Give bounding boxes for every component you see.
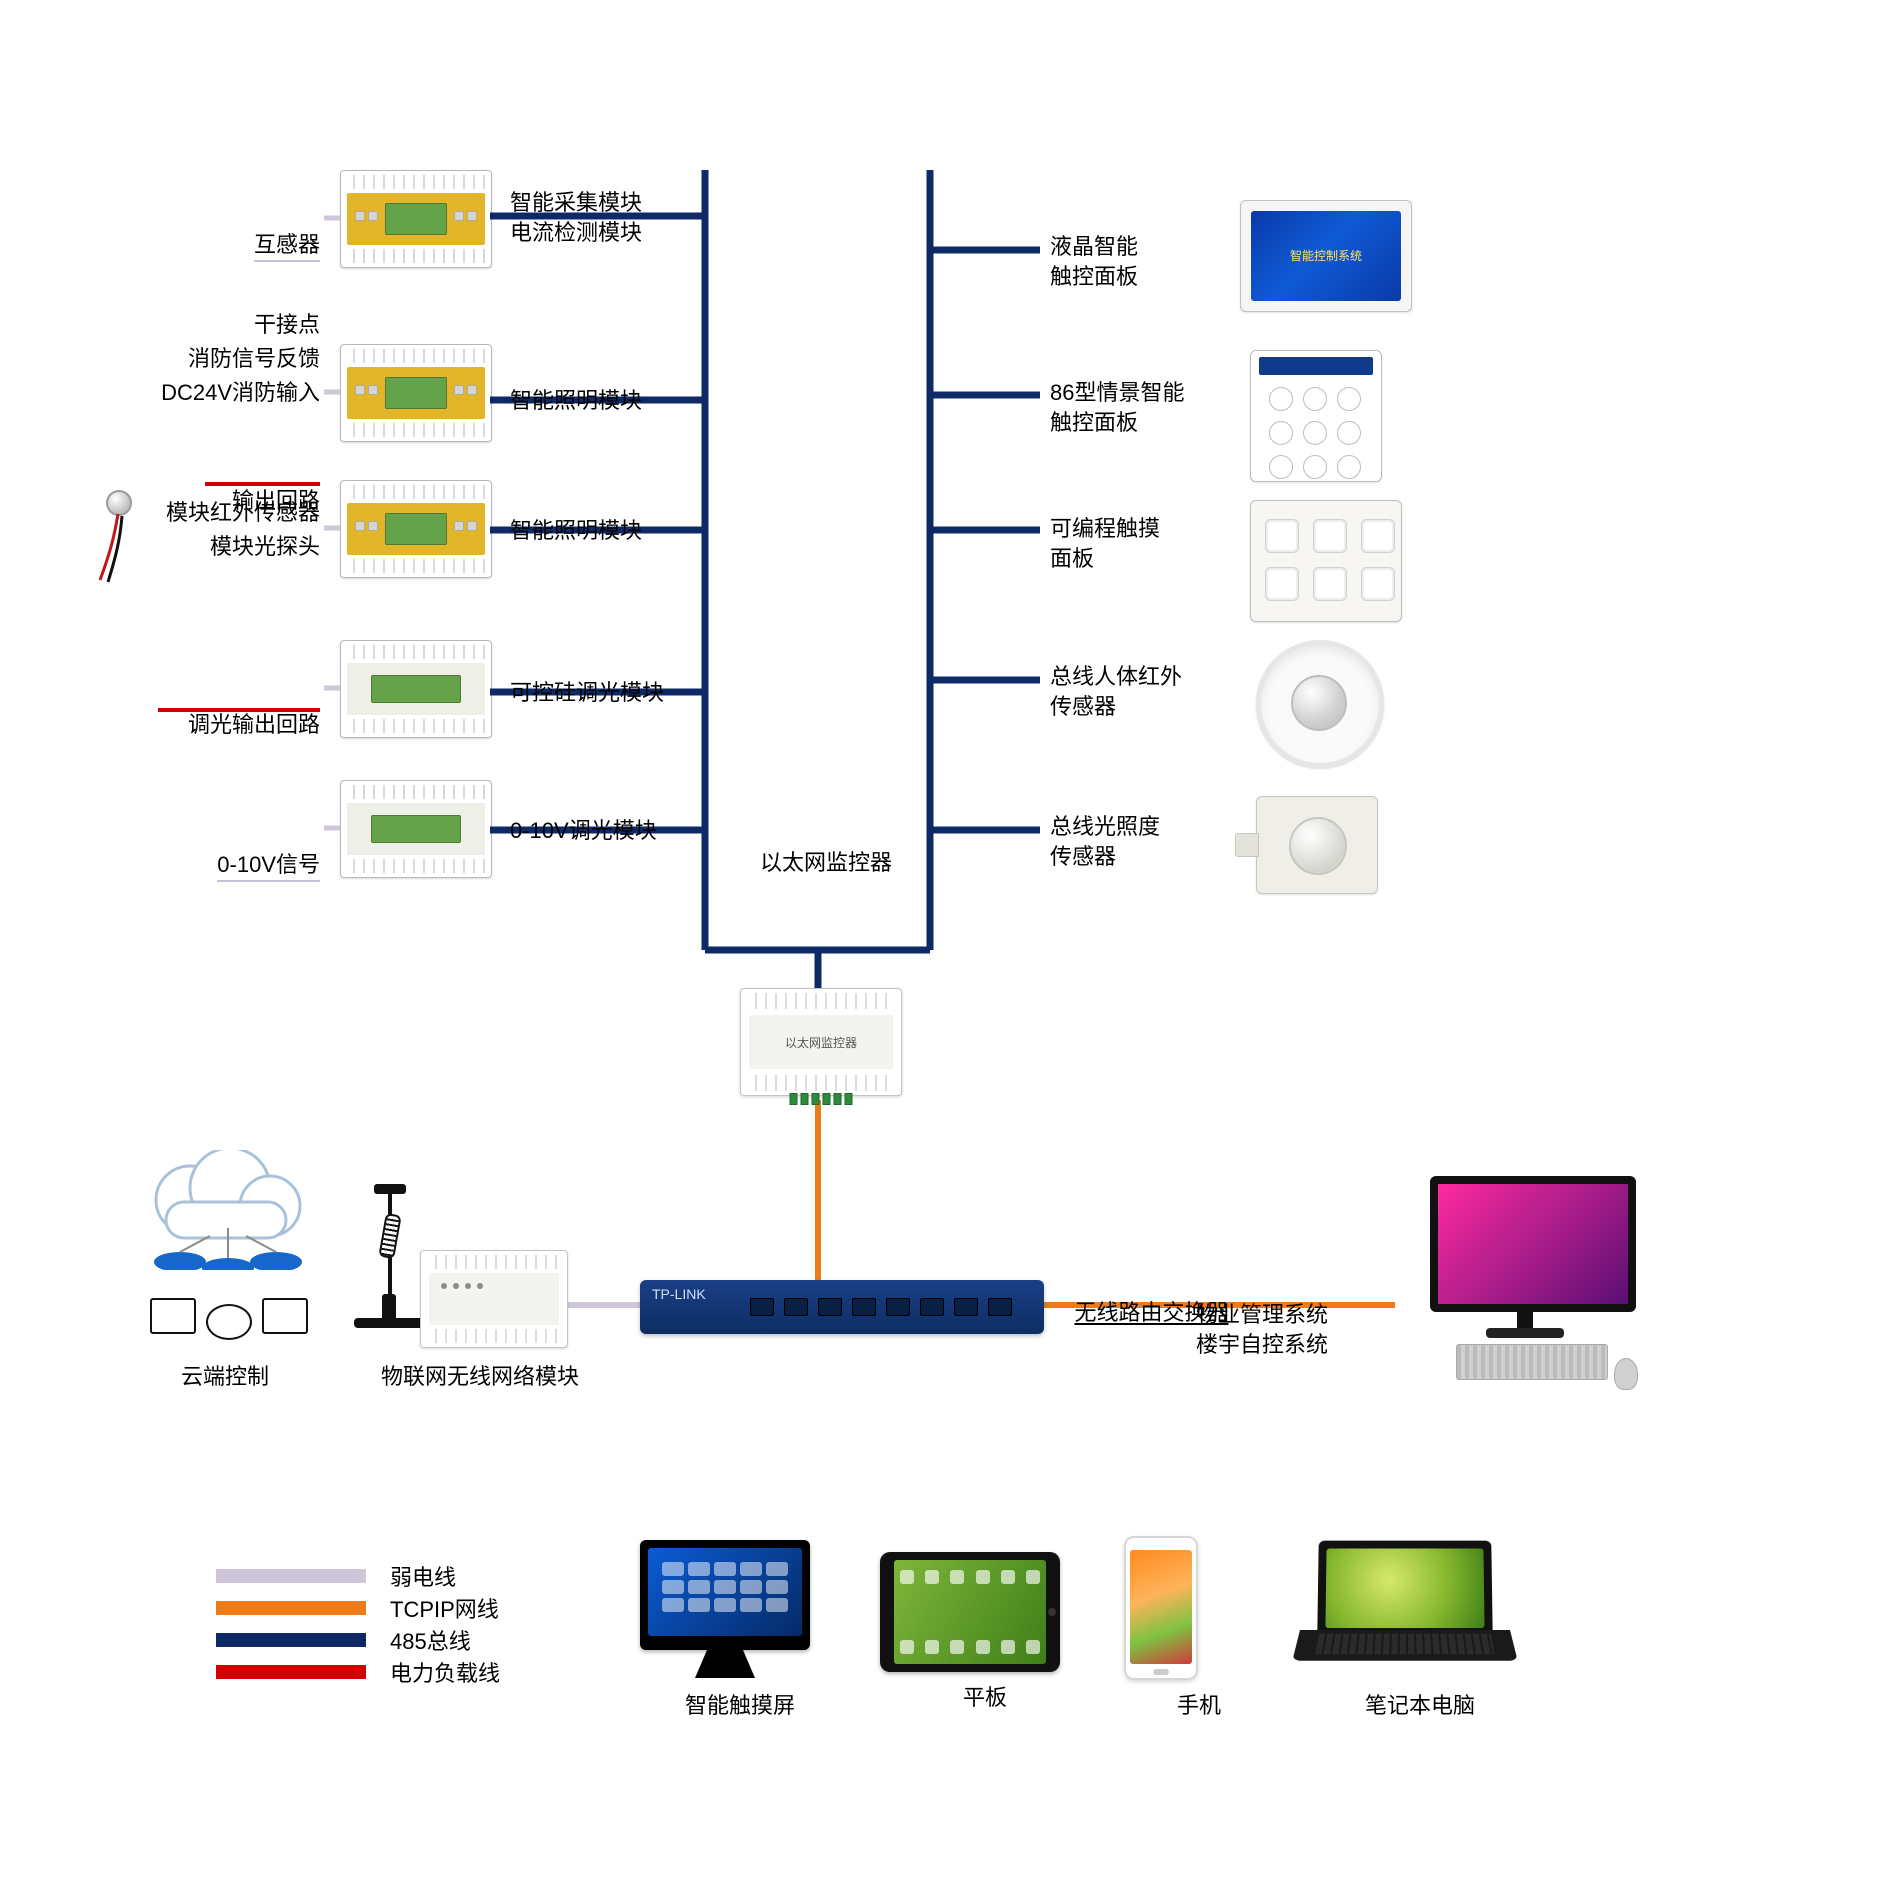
client-touchscreen-label: 智能触摸屏 (640, 1688, 840, 1720)
device-86-panel (1250, 350, 1382, 482)
legend-swatch-power (216, 1665, 366, 1679)
legend-row-tcpip: TCPIP网线 (216, 1592, 500, 1624)
label-以太网监控器: 以太网监控器 (760, 848, 892, 878)
legend-row-485: 485总线 (216, 1624, 500, 1656)
legend-label-power: 电力负载线 (390, 1656, 500, 1688)
legend-row-weak: 弱电线 (216, 1560, 500, 1592)
label-总线光照度: 总线光照度 (1050, 812, 1160, 842)
device-desktop-pc (1400, 1176, 1660, 1386)
device-iot-module (420, 1250, 568, 1348)
label-电流检测模块: 电流检测模块 (510, 218, 642, 248)
legend-swatch-weak (216, 1569, 366, 1583)
label-液晶智能: 液晶智能 (1050, 232, 1138, 262)
label-可编程触摸: 可编程触摸 (1050, 514, 1160, 544)
client-touchscreen: 智能触摸屏 (640, 1540, 840, 1720)
device-lux-sensor (1256, 796, 1378, 894)
device-router: TP-LINK (640, 1280, 1044, 1334)
device-ethernet-controller: 以太网监控器 (740, 988, 902, 1096)
client-laptop-label: 笔记本电脑 (1300, 1688, 1540, 1720)
cloud-control-icon (110, 1150, 340, 1350)
antenna-base-icon (354, 1318, 424, 1328)
label-86型情景智能: 86型情景智能 (1050, 378, 1184, 408)
client-tablet-label: 平板 (880, 1680, 1090, 1712)
legend-swatch-tcpip (216, 1601, 366, 1615)
device-pir-sensor (1256, 640, 1384, 768)
label-触控面板-1: 触控面板 (1050, 262, 1138, 292)
legend-swatch-485 (216, 1633, 366, 1647)
label-触控面板-2: 触控面板 (1050, 408, 1138, 438)
legend-row-power: 电力负载线 (216, 1656, 500, 1688)
label-物业管理系统: 物业管理系统 (1196, 1300, 1328, 1330)
client-laptop: 笔记本电脑 (1300, 1540, 1540, 1720)
label-物联网无线网络模块: 物联网无线网络模块 (350, 1362, 610, 1392)
label-智能照明模块-2: 智能照明模块 (510, 516, 642, 546)
diagram-stage: 互感器 干接点 消防信号反馈 DC24V消防输入 输出回路 模块红外传感器 模块… (0, 0, 1890, 1890)
label-楼宇自控系统: 楼宇自控系统 (1196, 1330, 1328, 1360)
legend-label-485: 485总线 (390, 1624, 471, 1656)
legend-label-tcpip: TCPIP网线 (390, 1592, 499, 1624)
label-云端控制: 云端控制 (130, 1362, 320, 1392)
client-phone-label: 手机 (1124, 1688, 1274, 1720)
label-传感器-1: 传感器 (1050, 692, 1116, 722)
label-总线人体红外: 总线人体红外 (1050, 662, 1182, 692)
label-可控硅调光模块: 可控硅调光模块 (510, 678, 664, 708)
legend: 弱电线 TCPIP网线 485总线 电力负载线 (216, 1560, 500, 1688)
client-phone: 手机 (1124, 1536, 1274, 1720)
label-智能采集模块: 智能采集模块 (510, 188, 642, 218)
legend-label-weak: 弱电线 (390, 1560, 456, 1592)
device-touch-panel (1250, 500, 1402, 622)
label-面板: 面板 (1050, 544, 1094, 574)
device-lcd-panel: 智能控制系统 (1240, 200, 1412, 312)
label-0-10V调光模块: 0-10V调光模块 (510, 816, 657, 846)
label-传感器-2: 传感器 (1050, 842, 1116, 872)
client-tablet: 平板 (880, 1552, 1090, 1712)
label-智能照明模块-1: 智能照明模块 (510, 386, 642, 416)
